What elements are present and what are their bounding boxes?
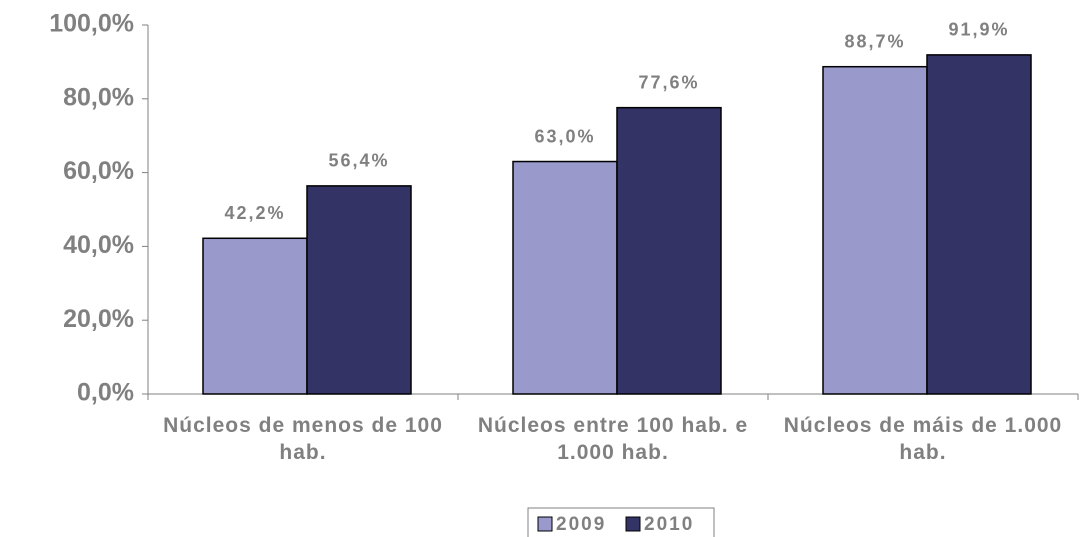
legend-label: 2009 xyxy=(556,514,606,535)
value-label: 42,2% xyxy=(224,203,285,223)
x-tick-label: Núcleos entre 100 hab. e 1.000 hab. xyxy=(477,414,749,464)
y-tick-label: 80,0% xyxy=(63,83,134,111)
x-tick-label: Núcleos de máis de 1.000 hab. xyxy=(783,414,1063,464)
x-tick-label: Núcleos de menos de 100 hab. xyxy=(163,414,443,464)
y-tick-label: 20,0% xyxy=(63,305,134,333)
bar xyxy=(822,65,928,395)
value-label: 56,4% xyxy=(328,151,389,171)
y-tick-label: 0,0% xyxy=(77,379,134,407)
bar xyxy=(512,160,618,395)
legend-swatch xyxy=(625,516,641,532)
value-label: 77,6% xyxy=(638,72,699,92)
legend-label: 2010 xyxy=(644,514,694,535)
value-label: 91,9% xyxy=(948,20,1009,40)
bar xyxy=(202,237,308,395)
y-tick-label: 100,0% xyxy=(49,10,134,38)
bar xyxy=(926,54,1032,395)
value-label: 88,7% xyxy=(844,31,905,51)
y-tick-label: 60,0% xyxy=(63,157,134,185)
bar xyxy=(306,185,412,395)
value-label: 63,0% xyxy=(534,126,595,146)
bar xyxy=(616,106,722,395)
legend-box xyxy=(527,507,715,537)
y-tick-label: 40,0% xyxy=(63,231,134,259)
legend-swatch xyxy=(537,516,553,532)
